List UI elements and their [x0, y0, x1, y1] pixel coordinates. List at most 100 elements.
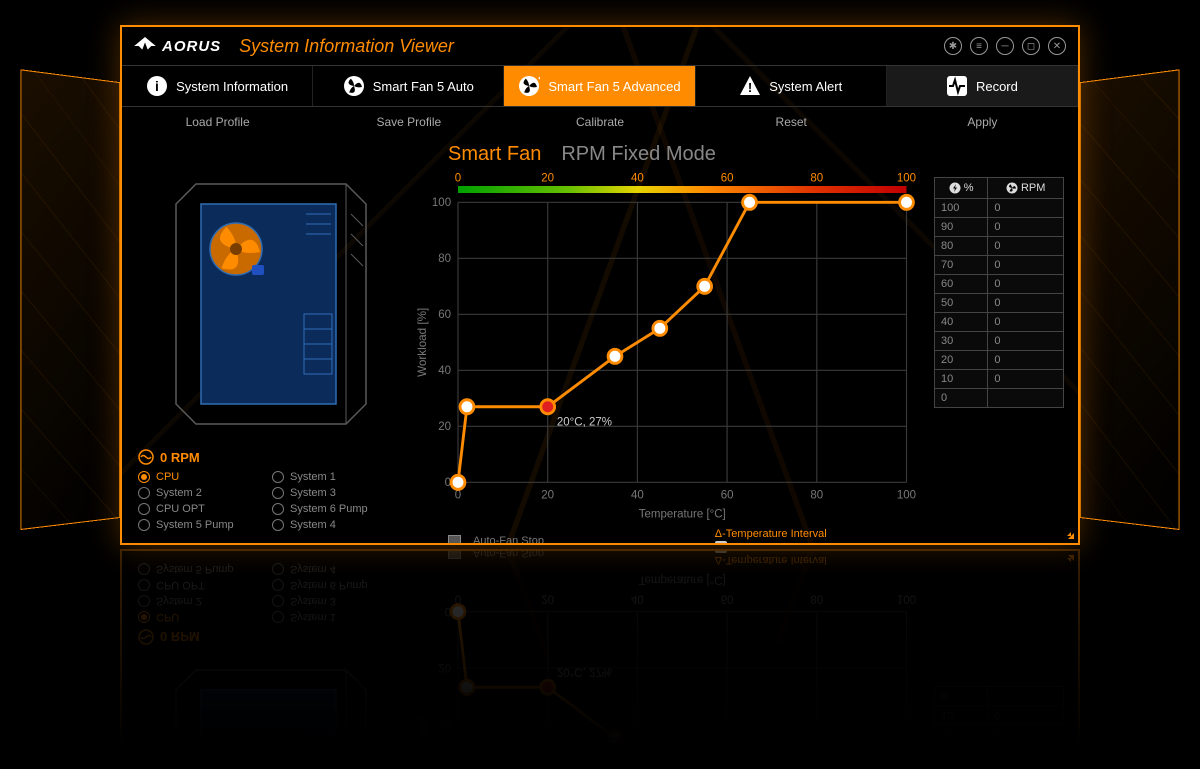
fan-option-system-6-pump[interactable]: System 6 Pump — [272, 503, 394, 515]
subnav-apply[interactable]: Apply — [887, 115, 1078, 129]
svg-text:80: 80 — [810, 490, 823, 502]
fan-option-system-5-pump[interactable]: System 5 Pump — [138, 563, 260, 575]
fan-option-system-4[interactable]: System 4 — [272, 563, 394, 575]
table-row[interactable]: 900 — [935, 218, 1064, 237]
close-button[interactable]: ✕ — [1048, 37, 1066, 55]
titlebar: AORUS System Information Viewer ✱ ≡ ─ ◻ … — [122, 27, 1078, 65]
nav-tab-system-information[interactable]: i System Information — [122, 66, 313, 106]
fan-option-system-6-pump[interactable]: System 6 Pump — [272, 579, 394, 591]
fan-option-cpu-opt[interactable]: CPU OPT — [138, 503, 260, 515]
delta-temp-label: Δ-Temperature Interval — [715, 554, 918, 566]
table-row[interactable]: 500 — [935, 294, 1064, 313]
table-row[interactable]: 100 — [935, 706, 1064, 725]
auto-fan-stop-label: Auto-Fan Stop — [473, 549, 544, 559]
resize-grip[interactable] — [1060, 525, 1074, 539]
mode-tab-rpmfixed[interactable]: RPM Fixed Mode — [561, 143, 716, 166]
svg-text:40: 40 — [438, 365, 451, 377]
fan-option-system-2[interactable]: System 2 — [138, 595, 260, 607]
subnav-reset[interactable]: Reset — [696, 115, 887, 129]
table-row[interactable]: 300 — [935, 744, 1064, 750]
fan-option-system-1[interactable]: System 1 — [272, 611, 394, 623]
table-row[interactable]: 400 — [935, 313, 1064, 332]
nav-label: Smart Fan 5 Auto — [373, 79, 474, 94]
nav-tab-record[interactable]: Record — [887, 66, 1078, 106]
settings-button[interactable]: ✱ — [944, 37, 962, 55]
rpm-value: 0 RPM — [160, 450, 200, 465]
fan-label: CPU — [156, 471, 179, 483]
fan-option-system-3[interactable]: System 3 — [272, 595, 394, 607]
radio-icon — [138, 611, 150, 623]
svg-text:80: 80 — [810, 172, 823, 184]
resize-grip[interactable] — [1060, 555, 1074, 569]
svg-text:80: 80 — [438, 253, 451, 265]
table-row[interactable]: 800 — [935, 237, 1064, 256]
rpm-table-panel: %RPM10009008007006005004003002001000 — [934, 143, 1064, 533]
fan-selector-list: CPU System 1 System 2 System 3 CPU OPT System… — [136, 469, 396, 533]
svg-text:Temperature [°C]: Temperature [°C] — [639, 508, 726, 520]
rpm-table: %RPM10009008007006005004003002001000 — [934, 177, 1064, 408]
table-row[interactable]: 0 — [935, 687, 1064, 706]
table-row[interactable]: 200 — [935, 351, 1064, 370]
case-panel: 0 RPM CPU System 1 System 2 System 3 CPU OPT… — [136, 561, 396, 749]
table-row[interactable]: 200 — [935, 725, 1064, 744]
menu-button[interactable]: ≡ — [970, 37, 988, 55]
rpm-value: 0 RPM — [160, 630, 200, 645]
subnav-load-profile[interactable]: Load Profile — [122, 115, 313, 129]
restore-button[interactable]: ◻ — [1022, 37, 1040, 55]
fan-option-system-3[interactable]: System 3 — [272, 487, 394, 499]
svg-text:20°C, 27%: 20°C, 27% — [557, 416, 612, 428]
nav-tab-smart-fan-5-auto[interactable]: Smart Fan 5 Auto — [313, 66, 504, 106]
fan-option-cpu-opt[interactable]: CPU OPT — [138, 579, 260, 591]
table-row[interactable]: 1000 — [935, 199, 1064, 218]
brand-text: AORUS — [162, 38, 221, 55]
delta-temp-value: ± 1 — [903, 542, 918, 545]
fan-option-system-4[interactable]: System 4 — [272, 519, 394, 531]
minimize-button[interactable]: ─ — [996, 37, 1014, 55]
fan-option-cpu[interactable]: CPU — [138, 611, 260, 623]
fan-label: System 2 — [156, 595, 202, 607]
info-icon: i — [146, 75, 168, 97]
pc-case-diagram — [136, 143, 396, 445]
table-row[interactable]: 600 — [935, 275, 1064, 294]
radio-icon — [138, 519, 150, 531]
case-panel: 0 RPM CPU System 1 System 2 System 3 CPU OPT… — [136, 143, 396, 533]
svg-text:20: 20 — [541, 490, 554, 502]
nav-tab-system-alert[interactable]: !System Alert — [696, 66, 887, 106]
fan-option-system-5-pump[interactable]: System 5 Pump — [138, 519, 260, 531]
main-nav: i System Information Smart Fan 5 Auto ✦Smar… — [122, 65, 1078, 107]
table-row[interactable]: 300 — [935, 332, 1064, 351]
auto-fan-stop-checkbox[interactable] — [448, 549, 461, 560]
table-row[interactable]: 0 — [935, 389, 1064, 408]
radio-icon — [138, 503, 150, 515]
fan-selector-list: CPU System 1 System 2 System 3 CPU OPT System… — [136, 561, 396, 625]
svg-text:0: 0 — [455, 172, 461, 184]
nav-tab-smart-fan-5-advanced[interactable]: ✦Smart Fan 5 Advanced — [504, 66, 695, 106]
fan-option-system-1[interactable]: System 1 — [272, 471, 394, 483]
svg-text:40: 40 — [631, 490, 644, 502]
svg-text:20: 20 — [541, 592, 554, 604]
subnav-save-profile[interactable]: Save Profile — [313, 115, 504, 129]
fan-label: System 1 — [290, 611, 336, 623]
fan-option-system-2[interactable]: System 2 — [138, 487, 260, 499]
table-row[interactable]: 700 — [935, 256, 1064, 275]
fan-option-cpu[interactable]: CPU — [138, 471, 260, 483]
fan-label: CPU — [156, 611, 179, 623]
table-row[interactable]: 100 — [935, 370, 1064, 389]
mode-tab-smartfan[interactable]: Smart Fan — [448, 143, 541, 166]
fan-curve-chart[interactable]: 020406080100020406080100020406080100Temp… — [412, 172, 918, 522]
rpm-indicator: 0 RPM — [136, 625, 396, 649]
auto-fan-stop-checkbox[interactable] — [448, 535, 461, 546]
nav-label: System Information — [176, 79, 288, 94]
svg-text:100: 100 — [897, 172, 916, 184]
svg-text:20: 20 — [438, 661, 451, 673]
fan-label: System 5 Pump — [156, 519, 234, 531]
fan-curve-chart[interactable]: 020406080100020406080100020406080100Temp… — [412, 572, 918, 749]
fan-label: System 3 — [290, 595, 336, 607]
reflection-decor: AORUS System Information Viewer ✱ ≡ ─ ◻ … — [120, 549, 1080, 749]
chart-panel: Smart Fan RPM Fixed Mode 020406080100020… — [412, 143, 918, 533]
subnav-calibrate[interactable]: Calibrate — [504, 115, 695, 129]
svg-text:0: 0 — [445, 605, 451, 617]
app-title: System Information Viewer — [239, 36, 454, 57]
fan-label: System 5 Pump — [156, 563, 234, 575]
sub-nav: Load ProfileSave ProfileCalibrateResetAp… — [122, 107, 1078, 137]
